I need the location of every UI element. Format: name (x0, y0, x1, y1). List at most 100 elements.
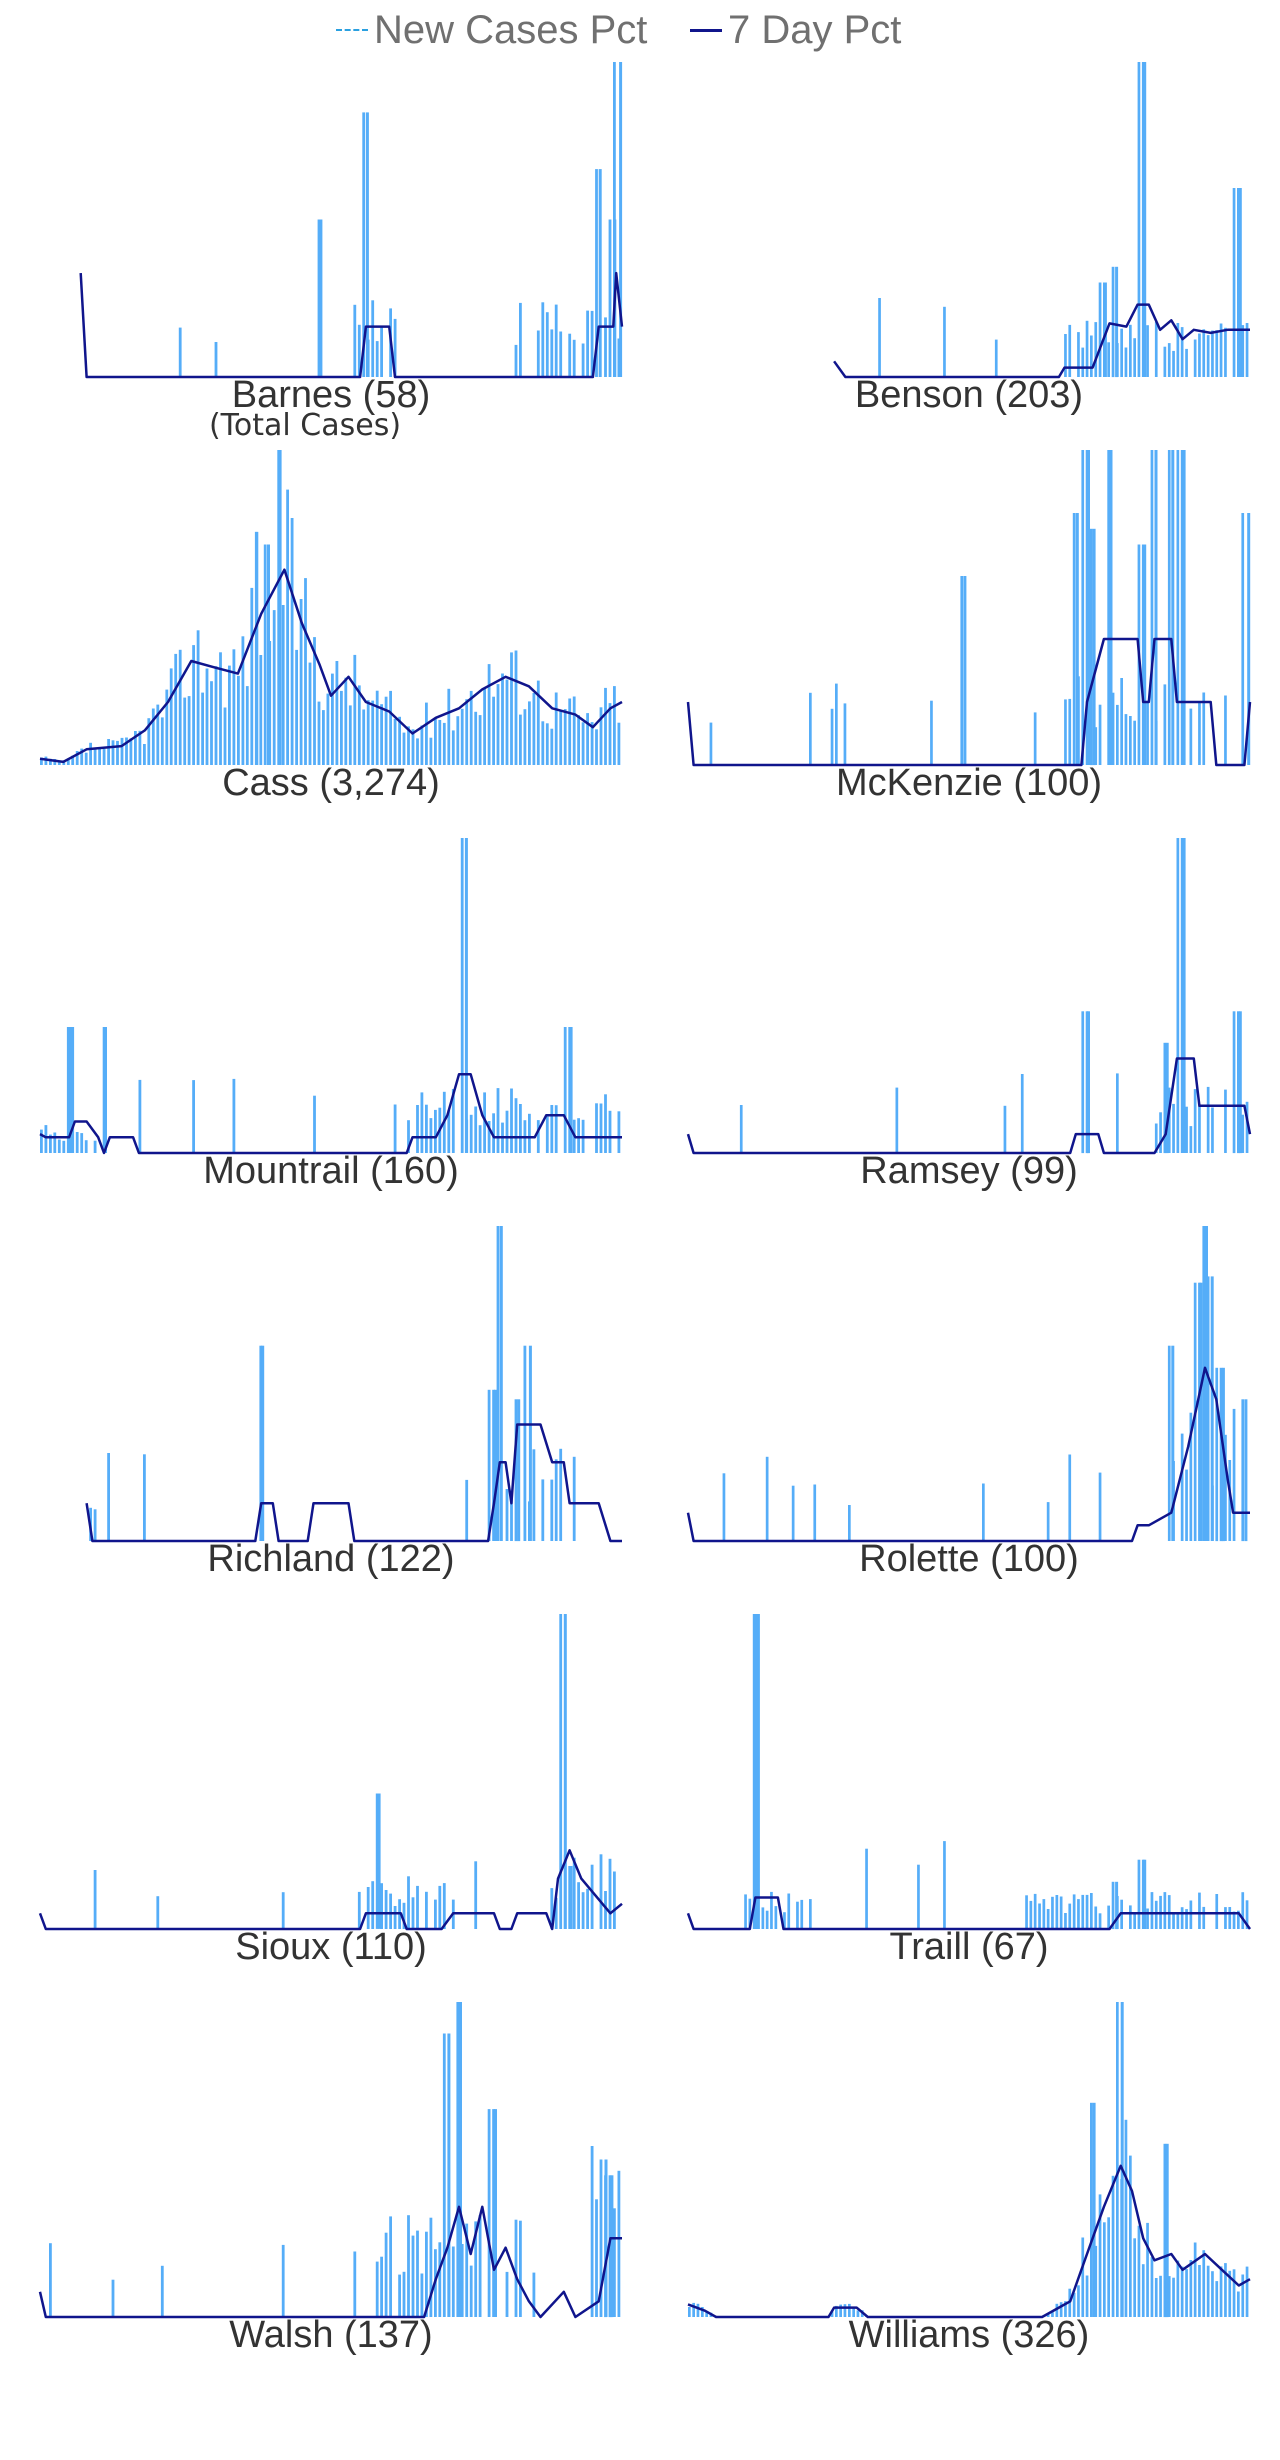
bar (1129, 1905, 1132, 1929)
bar (357, 685, 361, 765)
peak-bar (69, 1027, 73, 1153)
bar (57, 1139, 61, 1153)
bar (514, 344, 518, 377)
bar (1129, 324, 1132, 377)
panel-benson: Benson (203) (833, 62, 1250, 416)
bar (608, 1858, 612, 1929)
bar (541, 1479, 545, 1541)
peak-bar (278, 450, 282, 765)
bar (554, 1897, 558, 1929)
bar (389, 1893, 392, 1929)
bar (1111, 692, 1115, 765)
bar (563, 1027, 567, 1153)
bar (1094, 727, 1098, 765)
bar (1094, 1906, 1098, 1929)
bar (748, 1898, 752, 1929)
bar (322, 710, 325, 765)
bar (757, 1614, 760, 1929)
bar (1245, 323, 1249, 377)
bar (1241, 513, 1245, 765)
bar (416, 1105, 419, 1153)
bar (492, 1113, 495, 1153)
bar (1176, 838, 1180, 1153)
bar (1163, 1892, 1167, 1929)
bar (1185, 1106, 1188, 1153)
bar (393, 1104, 397, 1153)
bar (71, 1027, 75, 1153)
bar (1219, 2266, 1223, 2317)
bar (407, 726, 410, 765)
bar (1068, 698, 1072, 765)
bar (272, 610, 276, 765)
panel-mountrail: Mountrail (160) (39, 838, 622, 1192)
legend-new-cases-label: New Cases Pct (374, 7, 648, 52)
bar (44, 756, 48, 765)
bar (1111, 1881, 1115, 1930)
bar (460, 708, 464, 765)
peak-bar (1247, 513, 1251, 765)
bar (1189, 1900, 1193, 1929)
bar (263, 544, 267, 765)
bar (1025, 1895, 1028, 1929)
bar (1154, 2278, 1158, 2317)
bar (1046, 1502, 1050, 1541)
bar (1042, 1899, 1046, 1929)
bar (1085, 2275, 1089, 2317)
bar (1163, 346, 1167, 377)
bar (1176, 323, 1180, 377)
peak-bar (377, 1793, 381, 1929)
panel-richland: Richland (122) (85, 1226, 622, 1580)
bar (1163, 2143, 1167, 2318)
bar (1198, 2265, 1201, 2317)
bar (1033, 1893, 1037, 1929)
bar (1215, 330, 1219, 377)
bar (75, 751, 79, 765)
bar (232, 1078, 236, 1153)
bar (1090, 1893, 1093, 1929)
bar (865, 1848, 868, 1929)
bar (317, 219, 321, 377)
bar (474, 1861, 478, 1929)
panel-title: Williams (326) (849, 2314, 1090, 2356)
bar (613, 686, 616, 765)
bar (617, 1111, 621, 1153)
bar (1180, 327, 1184, 377)
bar (66, 1027, 70, 1153)
bar (1046, 2313, 1050, 2317)
bar (1103, 2222, 1106, 2317)
bar (1228, 1460, 1232, 1541)
bar (1129, 716, 1132, 765)
bar (1141, 2264, 1145, 2317)
bar (1081, 450, 1085, 765)
seven-day-line (687, 2164, 1251, 2319)
bar (1167, 1345, 1171, 1541)
bar (496, 1088, 500, 1153)
bar (259, 655, 263, 765)
peak-bar (1238, 1011, 1242, 1154)
bar (550, 728, 554, 765)
bar (1029, 1900, 1033, 1929)
bar (411, 729, 415, 765)
bar (1206, 335, 1210, 377)
solid-line-icon (690, 28, 722, 32)
peak-bar (569, 1866, 573, 1929)
bar (483, 1092, 486, 1153)
bar (1159, 1112, 1162, 1153)
bar (425, 2231, 428, 2317)
bar (1072, 2292, 1076, 2317)
bar (357, 324, 361, 377)
peak-bar (963, 576, 967, 765)
bar (1098, 1913, 1102, 1929)
bar (156, 704, 160, 765)
bar (245, 686, 249, 765)
panel-title: Richland (122) (207, 1538, 454, 1580)
panel-title: Benson (203) (855, 374, 1083, 416)
bar (214, 666, 218, 765)
bar (348, 705, 352, 765)
bar (705, 2311, 708, 2317)
bar (1241, 1892, 1245, 1929)
bar (1245, 1101, 1249, 1153)
bar (384, 2232, 388, 2317)
bar (1129, 2155, 1132, 2317)
bar (1167, 1087, 1171, 1153)
